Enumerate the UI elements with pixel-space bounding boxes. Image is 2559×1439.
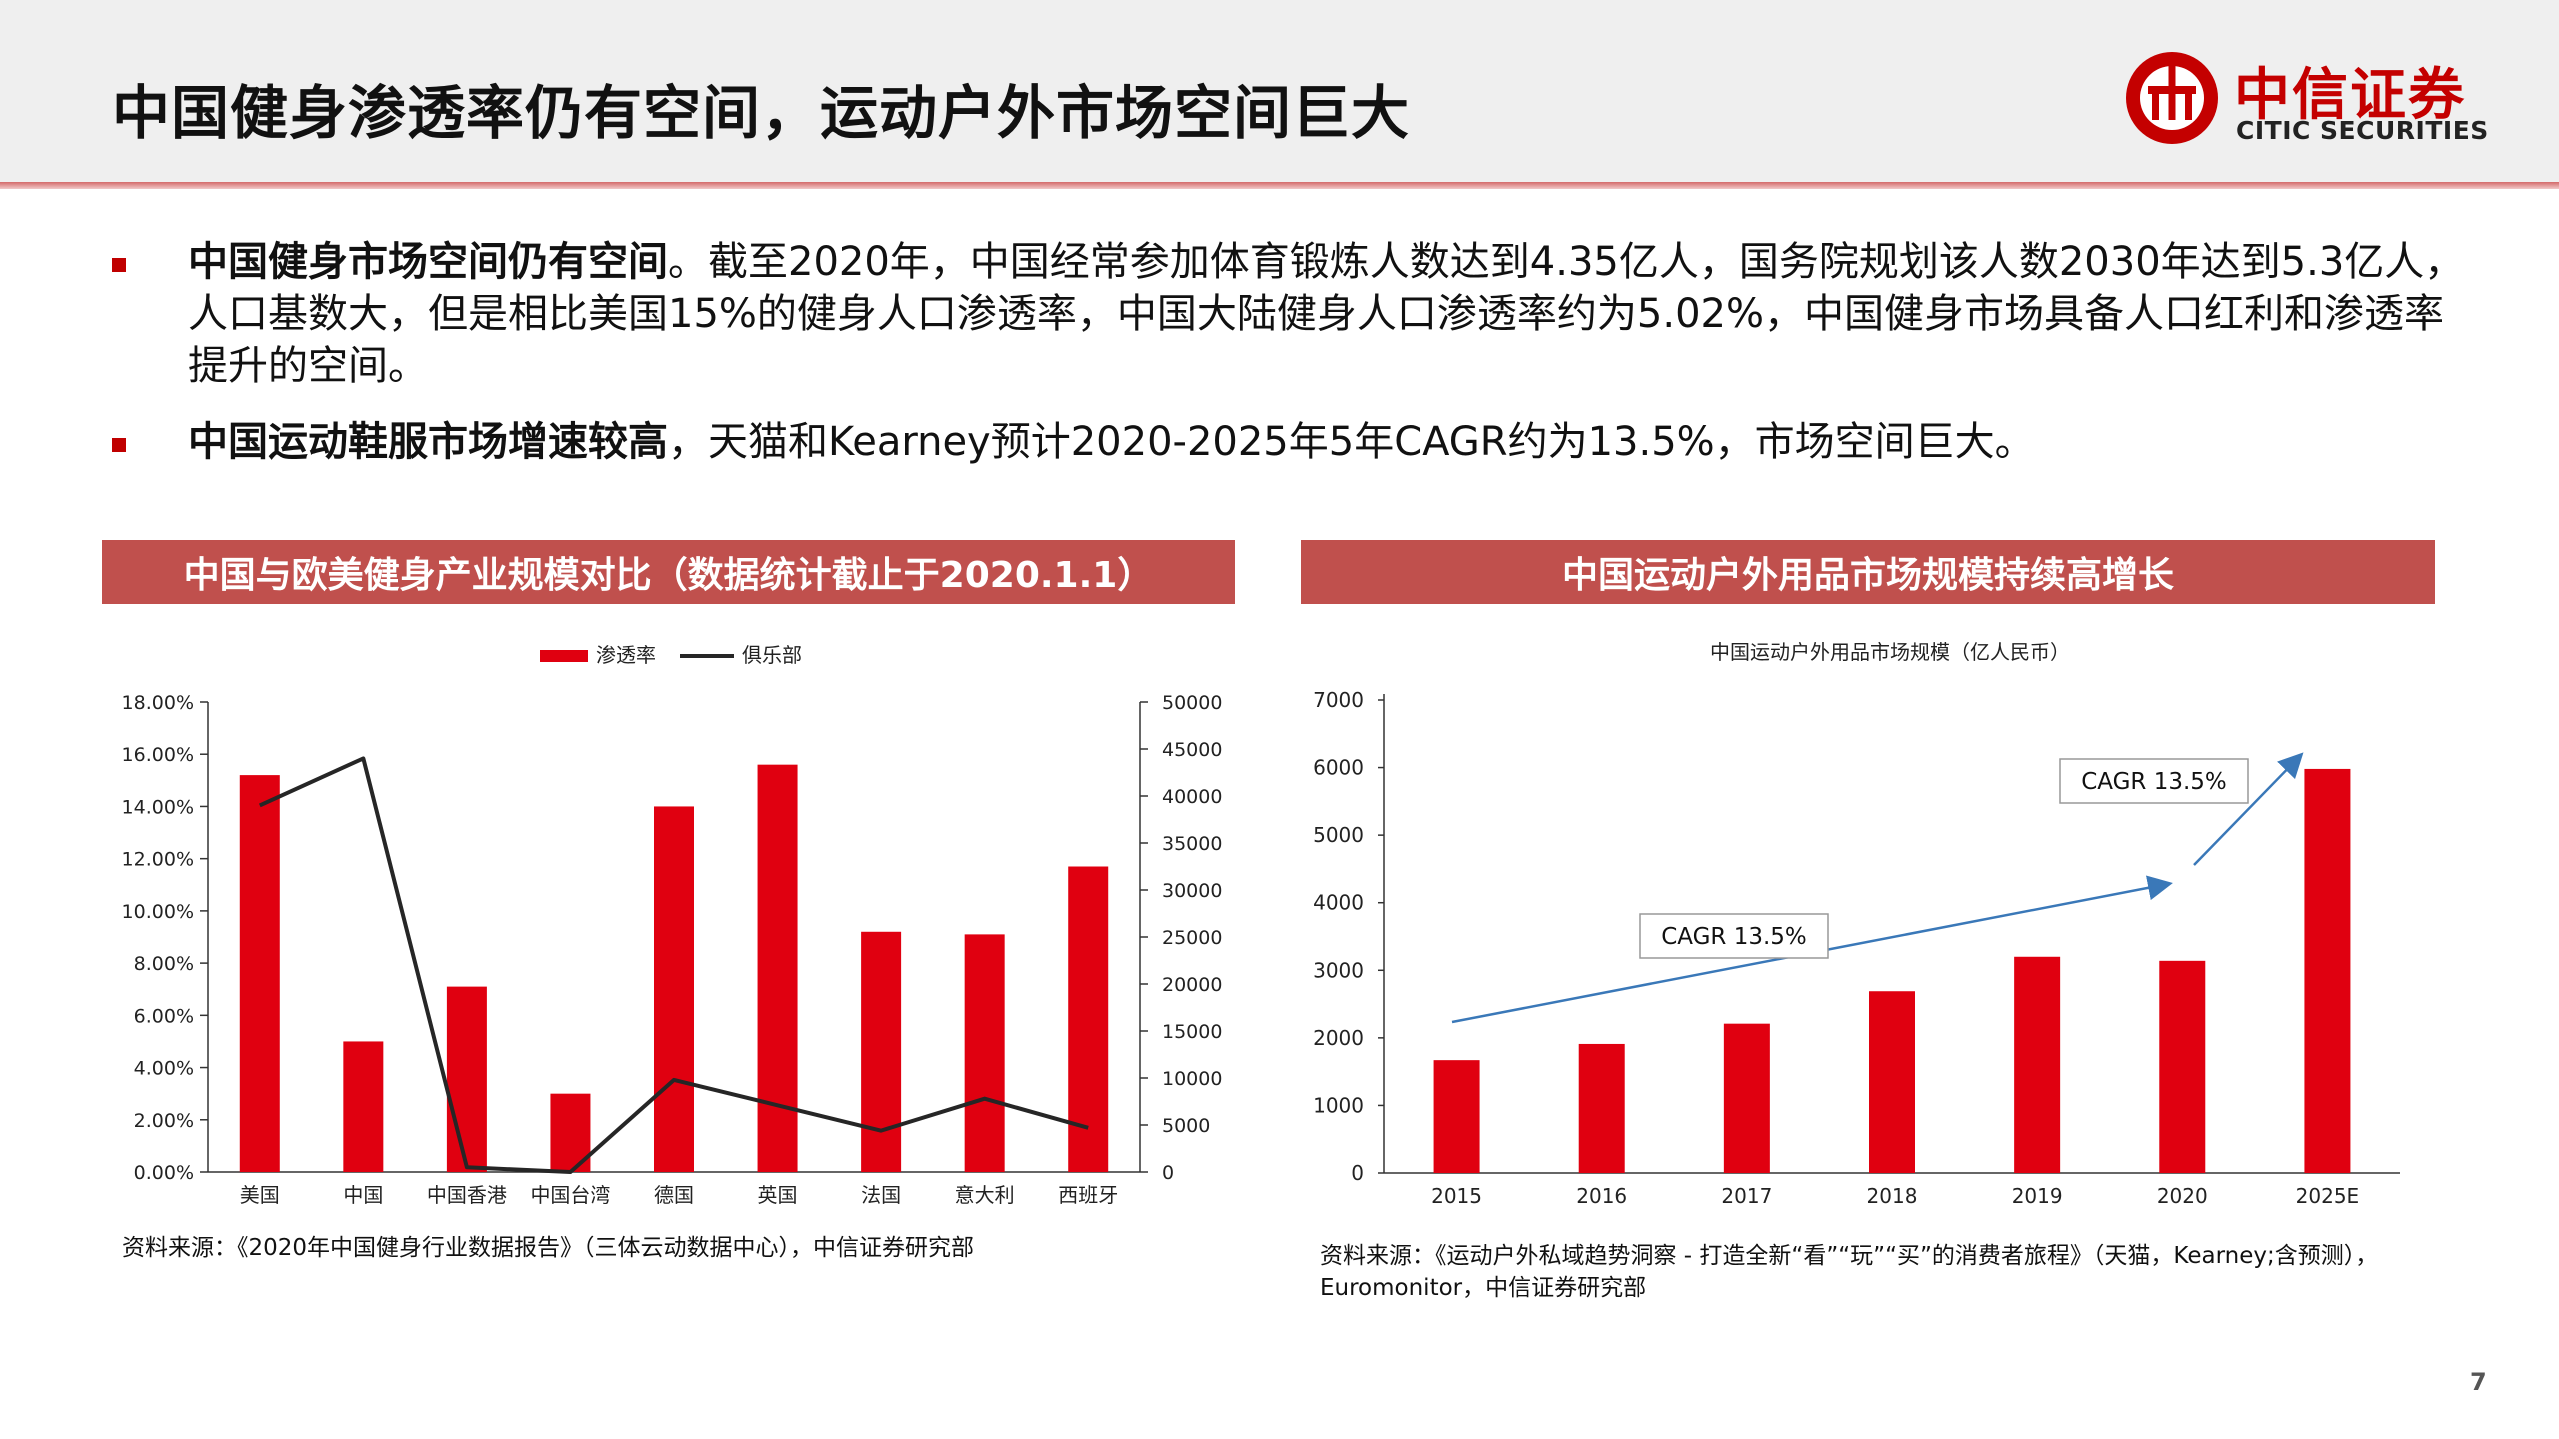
y-tick-label: 0 bbox=[1351, 1161, 1364, 1185]
y-tick-label-right: 35000 bbox=[1162, 833, 1222, 855]
y-tick-label: 1000 bbox=[1313, 1093, 1364, 1117]
bullet-text: 。截至2020年，中国经常参加体育锻炼人数达到4.35亿人，国务院规划该人数20… bbox=[188, 239, 2465, 389]
y-tick-label-left: 8.00% bbox=[134, 953, 194, 975]
bar bbox=[1068, 866, 1109, 1172]
x-tick-label: 中国台湾 bbox=[530, 1183, 610, 1207]
cagr-box-forecast bbox=[2059, 758, 2249, 804]
x-tick-label: 中国 bbox=[343, 1183, 383, 1207]
bar bbox=[446, 986, 487, 1172]
company-logo: 中信证券 CITIC SECURITIES bbox=[2122, 48, 2488, 158]
bullet-item-fitness: 中国健身市场空间仍有空间。截至2020年，中国经常参加体育锻炼人数达到4.35亿… bbox=[112, 236, 2472, 392]
x-tick-label: 2019 bbox=[2012, 1184, 2063, 1208]
bar bbox=[239, 775, 280, 1172]
cagr-label-forecast: CAGR 13.5% bbox=[2081, 769, 2227, 795]
bar bbox=[757, 764, 798, 1172]
y-tick-label-left: 0.00% bbox=[134, 1162, 194, 1184]
page-title: 中国健身渗透率仍有空间，运动户外市场空间巨大 bbox=[112, 79, 1411, 147]
x-tick-label: 西班牙 bbox=[1058, 1183, 1118, 1207]
left-chart-title: 中国与欧美健身产业规模对比（数据统计截止于2020.1.1） bbox=[102, 540, 1235, 604]
legend-line-label: 俱乐部 bbox=[742, 643, 802, 667]
cagr-label-historic: CAGR 13.5% bbox=[1661, 924, 1807, 950]
y-tick-label-left: 4.00% bbox=[134, 1058, 194, 1080]
y-tick-label: 3000 bbox=[1313, 958, 1364, 982]
bar bbox=[1433, 1060, 1480, 1173]
x-tick-label: 2020 bbox=[2157, 1184, 2208, 1208]
legend-bar-swatch bbox=[540, 650, 588, 662]
x-tick-label: 英国 bbox=[758, 1183, 798, 1207]
outdoor-market-chart: 中国运动户外用品市场规模（亿人民币） 0 1000 2000 3000 4000 5000 6… bbox=[1313, 640, 2400, 1208]
x-tick-label: 中国香港 bbox=[427, 1183, 507, 1207]
legend-bar-label: 渗透率 bbox=[596, 643, 656, 667]
y-tick-label-right: 45000 bbox=[1162, 739, 1222, 761]
bar bbox=[1869, 991, 1915, 1173]
right-chart-source-line2: Euromonitor，中信证券研究部 bbox=[1320, 1275, 1647, 1301]
bullet-square-icon bbox=[112, 438, 126, 452]
right-chart-source: 资料来源：《运动户外私域趋势洞察 - 打造全新“看”“玩”“买”的消费者旅程》（… bbox=[1320, 1240, 2550, 1304]
x-tick-label: 2016 bbox=[1576, 1184, 1627, 1208]
y-tick-label-left: 10.00% bbox=[122, 901, 194, 923]
bar bbox=[964, 934, 1005, 1172]
x-tick-label: 2017 bbox=[1721, 1184, 1772, 1208]
y-tick-label-left: 2.00% bbox=[134, 1110, 194, 1132]
bullet-square-icon bbox=[112, 258, 126, 272]
y-tick-label-right: 5000 bbox=[1162, 1115, 1210, 1137]
header-divider bbox=[0, 182, 2559, 189]
y-tick-label: 7000 bbox=[1313, 688, 1364, 712]
cagr-box-historic bbox=[1639, 913, 1829, 959]
y-tick-label-right: 0 bbox=[1162, 1162, 1174, 1184]
y-tick-label-right: 40000 bbox=[1162, 786, 1222, 808]
club-line bbox=[258, 756, 1089, 1174]
logo-chinese-text: 中信证券 bbox=[2234, 63, 2466, 128]
y-tick-label-left: 14.00% bbox=[122, 796, 194, 818]
bullet-heading: 中国运动鞋服市场增速较高 bbox=[188, 419, 668, 465]
bullet-list: 中国健身市场空间仍有空间。截至2020年，中国经常参加体育锻炼人数达到4.35亿… bbox=[112, 236, 2472, 492]
x-tick-label: 美国 bbox=[240, 1183, 280, 1207]
bar bbox=[861, 931, 902, 1172]
x-tick-label: 意大利 bbox=[955, 1183, 1015, 1207]
y-tick-label-right: 30000 bbox=[1162, 880, 1222, 902]
x-tick-label: 德国 bbox=[654, 1183, 694, 1207]
bullet-heading: 中国健身市场空间仍有空间 bbox=[188, 239, 668, 285]
y-tick-label: 4000 bbox=[1313, 891, 1364, 915]
y-tick-label-left: 6.00% bbox=[134, 1005, 194, 1027]
citic-logo-icon bbox=[2126, 52, 2218, 144]
y-tick-label-right: 10000 bbox=[1162, 1068, 1222, 1090]
x-tick-label: 2018 bbox=[1867, 1184, 1918, 1208]
cagr-arrow-forecast bbox=[2193, 752, 2304, 866]
page-number: 7 bbox=[2470, 1368, 2487, 1396]
y-tick-label: 5000 bbox=[1313, 823, 1364, 847]
y-tick-label-right: 20000 bbox=[1162, 974, 1222, 996]
y-tick-label-left: 12.00% bbox=[122, 849, 194, 871]
x-tick-label: 法国 bbox=[861, 1183, 901, 1207]
x-tick-label: 2025E bbox=[2296, 1184, 2360, 1208]
bullet-item-apparel: 中国运动鞋服市场增速较高，天猫和Kearney预计2020-2025年5年CAG… bbox=[112, 416, 2472, 468]
y-tick-label-right: 15000 bbox=[1162, 1021, 1222, 1043]
y-tick-label-left: 18.00% bbox=[122, 692, 194, 714]
y-tick-label-left: 16.00% bbox=[122, 744, 194, 766]
bar bbox=[343, 1041, 384, 1172]
logo-english-text: CITIC SECURITIES bbox=[2236, 116, 2489, 145]
y-tick-label: 2000 bbox=[1313, 1026, 1364, 1050]
bar bbox=[2014, 956, 2061, 1173]
y-tick-label-right: 50000 bbox=[1162, 692, 1222, 714]
bar bbox=[1723, 1023, 1770, 1173]
y-tick-label: 6000 bbox=[1313, 756, 1364, 780]
bar bbox=[2159, 960, 2206, 1173]
chart-subtitle: 中国运动户外用品市场规模（亿人民币） bbox=[1710, 640, 2070, 664]
bar bbox=[2304, 768, 2351, 1173]
bar bbox=[654, 806, 694, 1172]
bar bbox=[1578, 1043, 1625, 1173]
bullet-text: ，天猫和Kearney预计2020-2025年5年CAGR约为13.5%，市场空… bbox=[668, 419, 2035, 465]
right-chart-source-line1: 资料来源：《运动户外私域趋势洞察 - 打造全新“看”“玩”“买”的消费者旅程》（… bbox=[1320, 1243, 2379, 1269]
fitness-comparison-chart: 渗透率 俱乐部 0.00% 2.00% 4.00% 6.00% 8.00% 10.00% 12.… bbox=[122, 643, 1223, 1207]
x-tick-label: 2015 bbox=[1431, 1184, 1482, 1208]
left-chart-source: 资料来源：《2020年中国健身行业数据报告》（三体云动数据中心），中信证券研究部 bbox=[122, 1235, 975, 1261]
y-tick-label-right: 25000 bbox=[1162, 927, 1222, 949]
right-chart-title: 中国运动户外用品市场规模持续高增长 bbox=[1301, 540, 2435, 604]
